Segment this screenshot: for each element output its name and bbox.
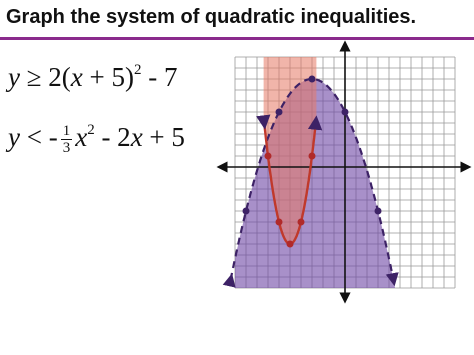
exponent: 2 bbox=[134, 62, 142, 78]
numerator: 1 bbox=[60, 123, 73, 141]
shading bbox=[235, 57, 396, 288]
text: ≥ 2( bbox=[19, 62, 71, 92]
inequality: y ≥ 2(x + 5)2 - 7 bbox=[8, 62, 178, 93]
text: + 5 bbox=[142, 122, 185, 152]
title-rule bbox=[0, 37, 474, 40]
exponent: 2 bbox=[87, 122, 95, 138]
point bbox=[275, 218, 283, 226]
var: x bbox=[75, 122, 88, 152]
axes bbox=[216, 40, 472, 304]
point bbox=[264, 152, 272, 160]
point bbox=[308, 152, 316, 160]
var: y bbox=[8, 122, 20, 152]
point bbox=[374, 207, 382, 215]
var: x bbox=[130, 122, 143, 152]
text: + 5) bbox=[82, 62, 134, 92]
region-above bbox=[263, 57, 317, 244]
curves bbox=[222, 75, 399, 288]
title: Graph the system of quadratic inequaliti… bbox=[6, 6, 417, 28]
point bbox=[297, 218, 305, 226]
text: < - bbox=[19, 122, 58, 152]
point bbox=[286, 240, 294, 248]
text: - 7 bbox=[141, 62, 178, 92]
var: y bbox=[8, 62, 20, 92]
point bbox=[275, 108, 283, 116]
dashed-parabola bbox=[222, 77, 399, 288]
text: - 2 bbox=[94, 122, 131, 152]
point bbox=[308, 75, 316, 83]
var: x bbox=[70, 62, 83, 92]
inequality: y < -1 3 x2 - 2x + 5 bbox=[8, 122, 185, 156]
denominator: 3 bbox=[62, 140, 71, 157]
point bbox=[341, 108, 349, 116]
point bbox=[242, 207, 250, 215]
